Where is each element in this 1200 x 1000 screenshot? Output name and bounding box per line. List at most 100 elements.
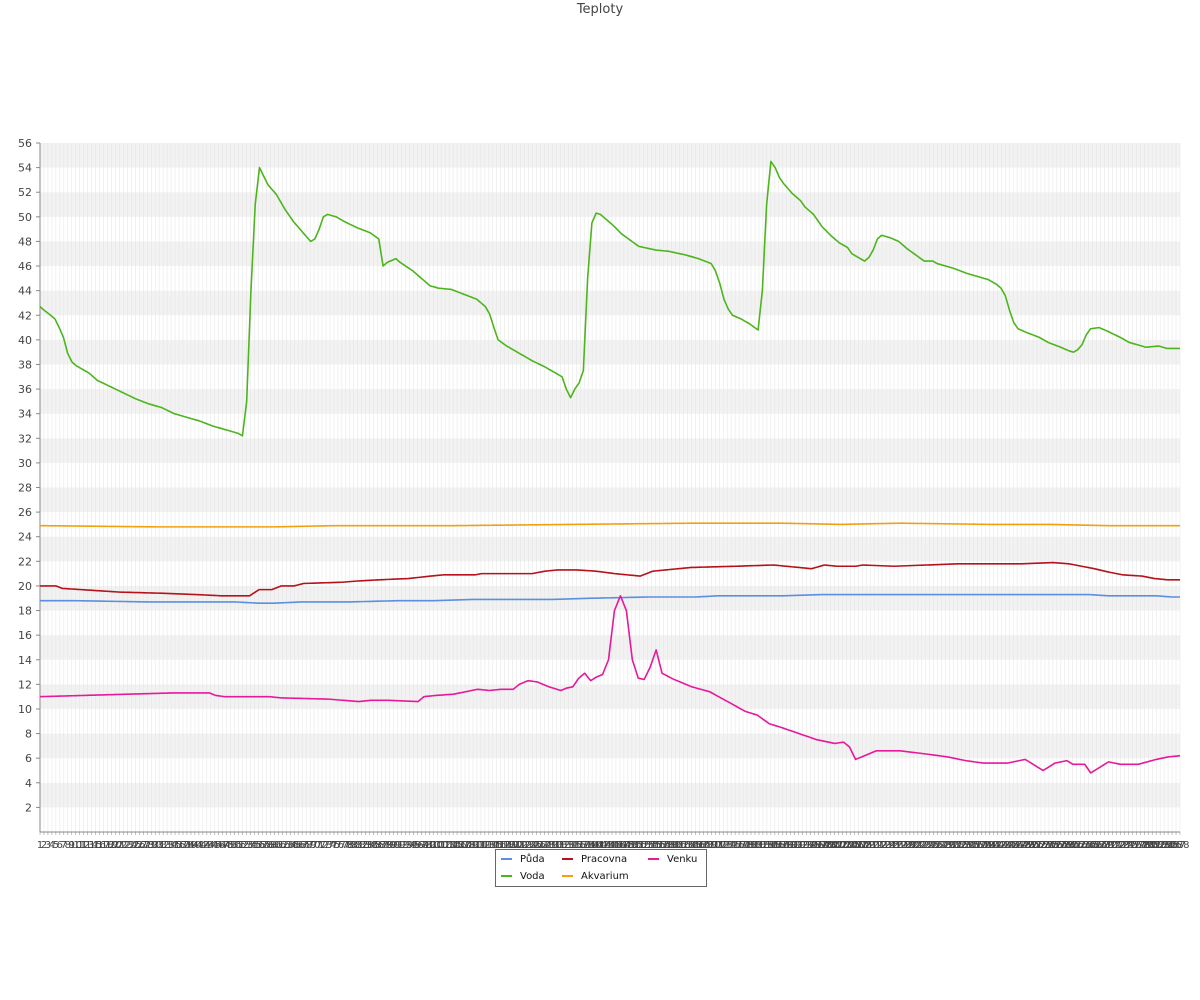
grid-band [40, 290, 1180, 316]
grid-band [40, 758, 1180, 783]
x-tick-label: 84 [363, 840, 376, 851]
y-tick-label: 12 [18, 678, 32, 691]
y-tick-label: 24 [18, 531, 32, 544]
x-tick-label: 180 [741, 840, 760, 851]
x-tick-label: 277 [1127, 840, 1146, 851]
x-tick-label: 98 [419, 840, 432, 851]
x-tick-label: 51 [232, 840, 245, 851]
x-tick-label: 22 [117, 840, 130, 851]
x-tick-label: 165 [682, 840, 701, 851]
x-tick-label: 106 [448, 840, 467, 851]
series-line-venku [39, 594, 1181, 774]
x-tick-label: 136 [567, 840, 586, 851]
x-tick-label: 11 [73, 840, 86, 851]
x-tick-label: 43 [200, 840, 213, 851]
x-tick-label: 123 [515, 840, 534, 851]
x-tick-label: 77 [336, 840, 349, 851]
x-tick-label: 7 [61, 840, 67, 851]
grid-band [40, 241, 1180, 267]
x-tick-label: 206 [845, 840, 864, 851]
x-tick-label: 79 [343, 840, 356, 851]
x-tick-label: 167 [690, 840, 709, 851]
x-tick-label: 115 [483, 840, 502, 851]
x-tick-label: 166 [686, 840, 705, 851]
x-tick-label: 282 [1147, 840, 1166, 851]
x-tick-label: 201 [825, 840, 844, 851]
x-tick-label: 273 [1111, 840, 1130, 851]
x-tick-label: 135 [563, 840, 582, 851]
grid-bands [40, 143, 1180, 832]
x-tick-label: 181 [745, 840, 764, 851]
x-tick-label: 191 [785, 840, 804, 851]
legend: Půda Pracovna Venku Voda Akvarium [495, 849, 707, 887]
x-tick-label: 283 [1151, 840, 1170, 851]
legend-swatch-venku [648, 858, 659, 860]
legend-label-puda: Půda [520, 854, 545, 865]
x-tick-label: 259 [1055, 840, 1074, 851]
x-tick-label: 262 [1067, 840, 1086, 851]
x-tick-label: 178 [734, 840, 753, 851]
x-tick-label: 93 [399, 840, 412, 851]
x-tick-label: 23 [121, 840, 134, 851]
x-tick-label: 197 [809, 840, 828, 851]
legend-swatch-pracovna [562, 858, 573, 860]
x-tick-label: 156 [646, 840, 665, 851]
x-tick-label: 6 [57, 840, 63, 851]
x-tick-label: 113 [475, 840, 494, 851]
legend-item-voda: Voda [501, 870, 545, 884]
x-tick-label: 9 [69, 840, 75, 851]
x-tick-label: 111 [467, 840, 486, 851]
x-tick-label: 150 [622, 840, 641, 851]
grid-band [40, 487, 1180, 513]
x-tick-label: 214 [877, 840, 896, 851]
y-tick-label: 46 [18, 260, 32, 273]
x-tick-label: 75 [328, 840, 341, 851]
x-tick-label: 124 [519, 840, 538, 851]
y-tick-label: 2 [25, 801, 32, 814]
x-tick-label: 287 [1166, 840, 1185, 851]
x-tick-label: 261 [1063, 840, 1082, 851]
x-tick-label: 129 [539, 840, 558, 851]
x-tick-label: 85 [367, 840, 380, 851]
x-tick-label: 132 [551, 840, 570, 851]
x-tick-label: 169 [698, 840, 717, 851]
x-tick-label: 15 [89, 840, 102, 851]
x-tick-label: 252 [1027, 840, 1046, 851]
x-tick-label: 74 [324, 840, 337, 851]
legend-item-venku: Venku [648, 853, 697, 867]
x-tick-label: 76 [332, 840, 345, 851]
x-tick-label: 18 [101, 840, 114, 851]
x-axis: 1234567891011121314151617181920212223242… [37, 831, 1190, 851]
x-tick-label: 8 [65, 840, 71, 851]
x-tick-label: 207 [849, 840, 868, 851]
x-tick-label: 112 [471, 840, 490, 851]
x-tick-label: 117 [491, 840, 510, 851]
y-tick-label: 42 [18, 309, 32, 322]
x-tick-label: 33 [161, 840, 174, 851]
x-tick-label: 155 [642, 840, 661, 851]
x-tick-label: 153 [634, 840, 653, 851]
x-tick-label: 104 [440, 840, 459, 851]
x-tick-label: 193 [793, 840, 812, 851]
legend-label-venku: Venku [667, 854, 698, 865]
x-tick-label: 229 [936, 840, 955, 851]
grid-band [40, 339, 1180, 365]
x-tick-label: 119 [499, 840, 518, 851]
y-tick-label: 36 [18, 383, 32, 396]
x-tick-label: 256 [1043, 840, 1062, 851]
x-tick-label: 183 [753, 840, 772, 851]
x-tick-label: 47 [216, 840, 229, 851]
legend-item-pracovna: Pracovna [562, 853, 627, 867]
x-tick-label: 54 [244, 840, 257, 851]
x-tick-label: 95 [407, 840, 420, 851]
x-tick-label: 274 [1115, 840, 1134, 851]
x-tick-label: 267 [1087, 840, 1106, 851]
x-tick-label: 17 [97, 840, 110, 851]
grid-band [40, 192, 1180, 217]
x-tick-label: 216 [884, 840, 903, 851]
x-tick-label: 260 [1059, 840, 1078, 851]
x-tick-label: 73 [320, 840, 333, 851]
x-tick-label: 101 [428, 840, 447, 851]
x-tick-label: 102 [432, 840, 451, 851]
x-tick-label: 140 [583, 840, 602, 851]
